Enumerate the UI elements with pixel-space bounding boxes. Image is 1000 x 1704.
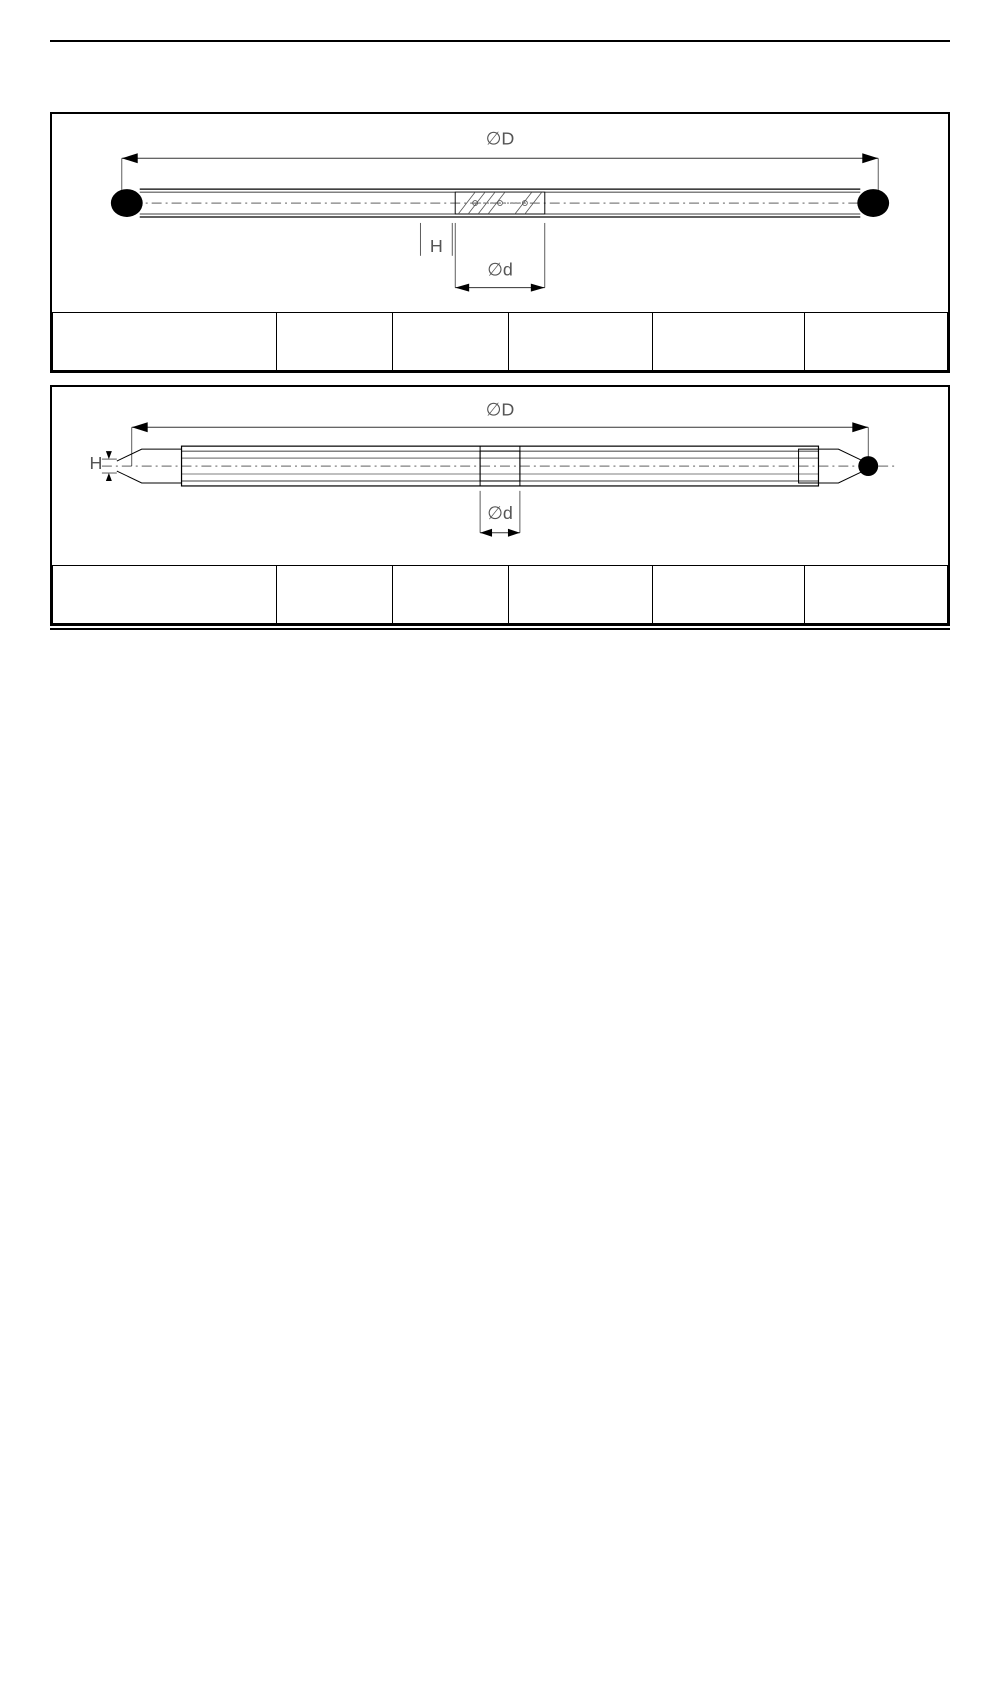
bottom-double-rule — [50, 628, 950, 630]
spec-table-1 — [52, 312, 948, 371]
diagram1-label-H: H — [430, 236, 443, 256]
th-d — [393, 566, 509, 624]
th-area — [652, 566, 804, 624]
table2-header-row — [53, 566, 948, 624]
section-1: ∅D — [50, 112, 950, 373]
section-2: ∅D — [50, 385, 950, 626]
th-d — [393, 313, 509, 371]
diagram-1: ∅D — [52, 114, 948, 312]
th-D — [276, 566, 392, 624]
diagram2-label-H: H — [89, 453, 102, 473]
th-remark — [804, 566, 947, 624]
th-H — [509, 313, 652, 371]
th-area — [652, 313, 804, 371]
diagram1-label-d: ∅d — [487, 260, 513, 280]
th-remark — [804, 313, 947, 371]
table1-header-row — [53, 313, 948, 371]
spec-table-2 — [52, 565, 948, 624]
th-item — [53, 566, 277, 624]
th-item — [53, 313, 277, 371]
filter-body-1 — [111, 189, 889, 217]
diagram2-label-D: ∅D — [486, 401, 515, 419]
diagram1-label-D: ∅D — [486, 128, 515, 148]
th-H — [509, 566, 652, 624]
diagram-2: ∅D — [52, 387, 948, 565]
th-D — [276, 313, 392, 371]
top-horizontal-rule — [50, 40, 950, 42]
filter-body-2: H — [89, 446, 898, 486]
diagram2-label-d: ∅d — [487, 503, 513, 523]
